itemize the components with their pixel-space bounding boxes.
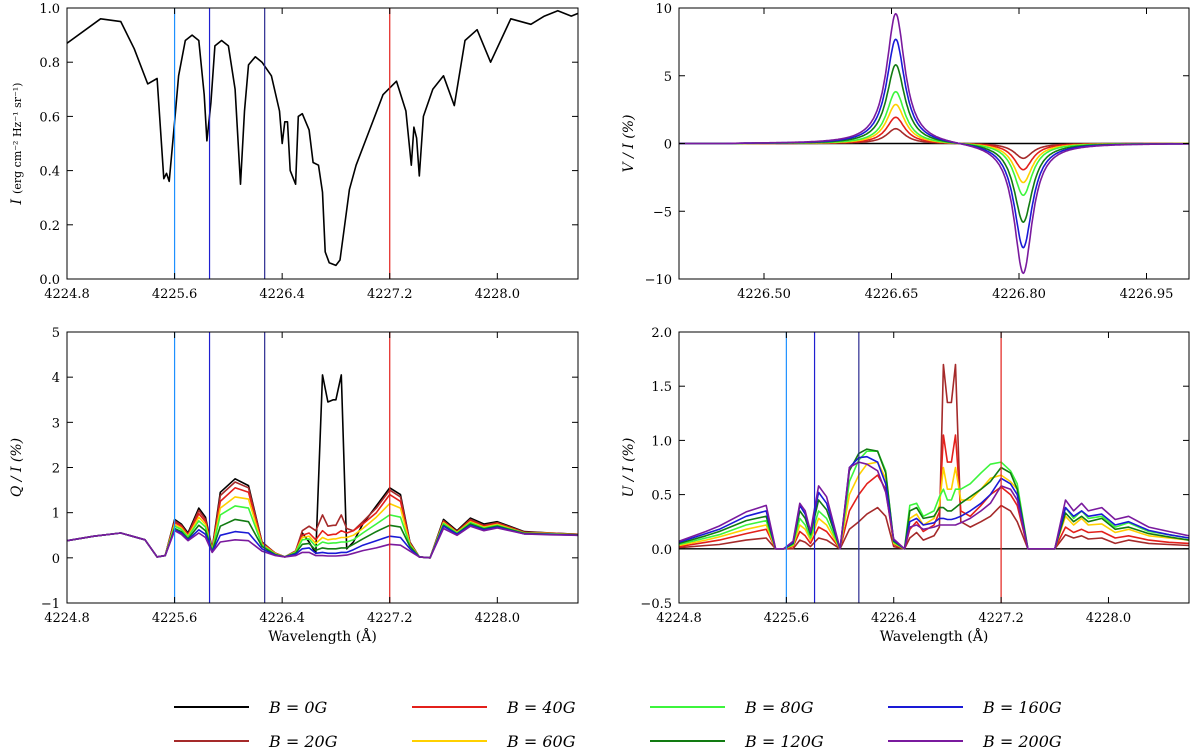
y-tick-label: 0.0 [651,543,672,558]
plot-area [679,332,1189,603]
y-tick-label: 0 [52,552,60,567]
y-tick-label: 2 [52,462,60,477]
x-tick-label: 4228.0 [475,287,521,302]
series-line-b80 [679,450,1189,550]
y-tick-label: 10 [655,2,672,17]
x-tick-label: 4228.0 [1086,611,1132,626]
y-tick-label: 0.0 [39,273,60,288]
y-tick-label: 4 [52,371,60,386]
y-axis-label: I(erg cm⁻² Hz⁻¹ sr⁻¹) [9,83,25,206]
axes-frame [66,331,579,604]
y-tick-label: 0.4 [39,165,60,180]
plot-area [67,332,578,603]
x-tick-label: 4226.95 [1120,287,1174,302]
x-axis-label: Wavelength (Å) [880,627,989,645]
series-line-b200 [679,12,1189,275]
x-tick-label: 4226.4 [259,287,305,302]
y-tick-label: 0 [664,138,672,153]
x-tick-label: 4225.6 [764,611,810,626]
x-tick-label: 4227.2 [367,611,413,626]
legend-label: B = 160G [982,698,1062,717]
y-tick-label: 0.6 [39,110,60,125]
y-tick-label: −0.5 [640,597,672,612]
y-tick-label: 2.0 [651,326,672,341]
series-line-b20 [679,363,1189,550]
legend-label: B = 20G [268,732,338,751]
x-tick-label: 4224.8 [44,287,90,302]
y-tick-label: 5 [52,326,60,341]
y-tick-label: 1 [52,507,60,522]
stokes-q-panel: 4224.8 4225.6 4226.4 4227.2 4228.0 −1 0 1 2 3 4 5 Q … [9,326,579,645]
x-tick-label: 4225.6 [152,611,198,626]
y-axis-label: V / I (%) [621,115,637,173]
plot-area [679,12,1189,275]
x-tick-label: 4226.50 [737,287,791,302]
y-tick-label: 0.2 [39,219,60,234]
x-tick-label: 4224.8 [44,611,90,626]
legend-label: B = 60G [506,732,576,751]
plot-area [67,8,578,279]
y-tick-label: −1 [41,597,60,612]
x-tick-label: 4226.4 [871,611,917,626]
series-line-b200 [67,525,578,559]
y-tick-label: 0.5 [651,489,672,504]
axes-frame [678,331,1190,604]
legend-label: B = 120G [744,732,824,751]
series-line-b200 [679,461,1189,550]
x-tick-label: 4225.6 [152,287,198,302]
y-tick-label: 1.5 [651,380,672,395]
stokes-v-panel: 4226.50 4226.65 4226.80 4226.95 −10 −5 0 5 10 V /… [621,2,1190,302]
y-tick-label: 1.0 [39,2,60,17]
y-tick-label: 3 [52,416,60,431]
series-line-b120 [679,448,1189,550]
y-tick-label: 1.0 [651,434,672,449]
y-tick-label: 5 [664,70,672,85]
series-line-b40 [679,434,1189,550]
y-axis-label: U / I (%) [621,438,637,498]
legend-label: B = 80G [744,698,814,717]
y-tick-label: 0.8 [39,56,60,71]
legend-label: B = 0G [268,698,328,717]
x-tick-label: 4227.2 [367,287,413,302]
legend: B = 0G B = 20G B = 40G B = 60G B = 80G B = 12… [174,698,1062,751]
series-line-b20 [67,481,578,559]
intensity-panel: 4224.8 4225.6 4226.4 4227.2 4228.0 0.0 0.2 0.4 0… [9,2,579,302]
x-axis-label: Wavelength (Å) [268,627,377,645]
x-tick-label: 4226.4 [259,611,305,626]
series-line-b160 [679,455,1189,550]
stokes-u-panel: 4224.8 4225.6 4226.4 4227.2 4228.0 −0.5 0.0 0.5… [621,326,1190,645]
legend-label: B = 40G [506,698,576,717]
x-tick-label: 4224.8 [656,611,702,626]
y-tick-label: −10 [645,273,672,288]
x-tick-label: 4226.65 [865,287,919,302]
y-tick-label: −5 [653,205,672,220]
x-tick-label: 4227.2 [978,611,1024,626]
legend-label: B = 200G [982,732,1062,751]
x-tick-label: 4226.80 [992,287,1046,302]
x-tick-label: 4228.0 [475,611,521,626]
series-line-b0 [67,9,578,267]
y-axis-label: Q / I (%) [9,438,25,497]
axes-frame [66,7,579,280]
